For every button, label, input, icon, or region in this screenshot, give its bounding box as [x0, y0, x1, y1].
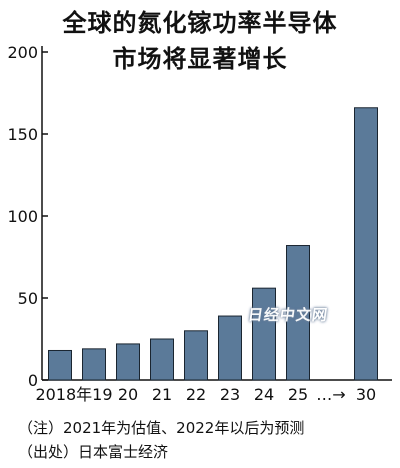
y-tick-label: 0	[28, 371, 38, 390]
x-tick-label: 22	[186, 385, 206, 404]
bar-20	[116, 343, 140, 381]
x-tick-label: 30	[356, 385, 376, 404]
y-tick-label: 200	[7, 43, 38, 62]
bar-30	[354, 107, 378, 381]
y-tick-label: 100	[7, 207, 38, 226]
x-tick-label: 20	[118, 385, 138, 404]
y-tick-label: 150	[7, 125, 38, 144]
watermark-logo: 日经中文网	[246, 306, 330, 324]
x-tick-label: 25	[288, 385, 308, 404]
x-tick-label: 24	[254, 385, 274, 404]
x-tick-label: 2018年19	[35, 385, 112, 404]
bar-19	[82, 348, 106, 381]
bar-24	[252, 287, 276, 381]
bar-25	[286, 245, 310, 381]
x-tick-label: 21	[152, 385, 172, 404]
bar-2018年	[48, 349, 72, 381]
chart-note: （注）2021年为估值、2022年以后为预测	[18, 419, 305, 437]
x-tick-label: 23	[220, 385, 240, 404]
bar-22	[184, 330, 208, 381]
chart-source: （出处）日本富士经济	[18, 443, 169, 461]
chart-title-line-1: 全球的氮化镓功率半导体	[62, 9, 338, 37]
y-tick-label: 50	[18, 289, 38, 308]
bar-23	[218, 315, 242, 381]
chart-title-line-2: 市场将显著增长	[112, 45, 288, 73]
x-tick-label: …→	[316, 385, 345, 404]
bar-21	[150, 338, 174, 381]
